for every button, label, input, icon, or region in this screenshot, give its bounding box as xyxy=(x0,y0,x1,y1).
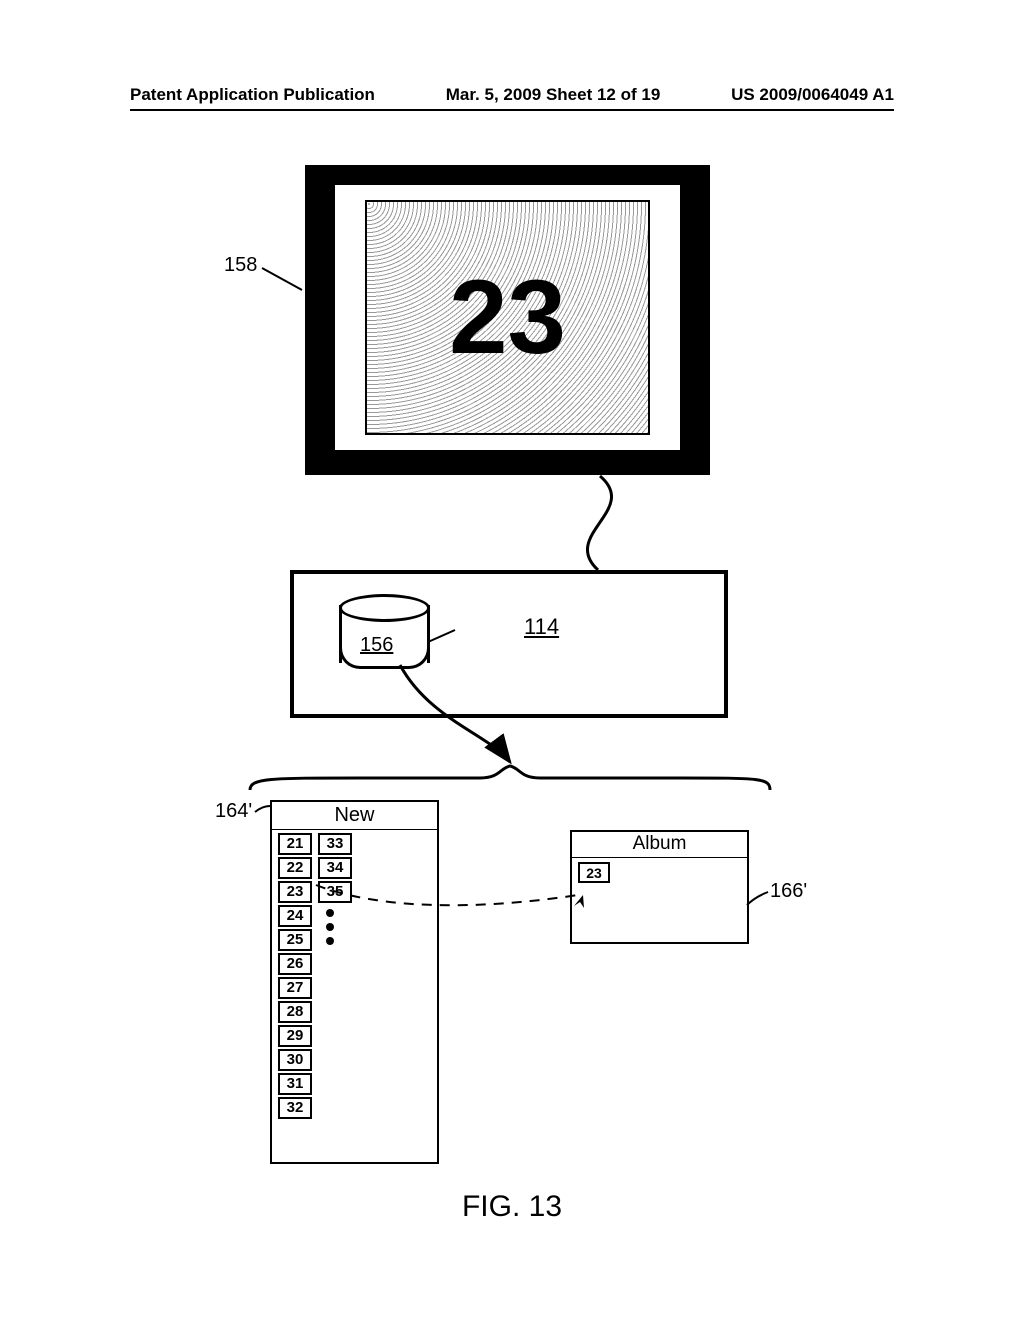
header-right: US 2009/0064049 A1 xyxy=(731,85,894,105)
dot-icon xyxy=(326,909,334,917)
thumb: 29 xyxy=(278,1025,312,1047)
ref-114: 114 xyxy=(524,614,559,640)
new-thumb-cols: 21 22 23 24 25 26 27 28 29 30 31 32 33 3… xyxy=(272,830,437,1122)
thumb: 25 xyxy=(278,929,312,951)
thumb: 33 xyxy=(318,833,352,855)
dot-icon xyxy=(326,937,334,945)
ellipsis-dots xyxy=(326,909,352,945)
monitor-screen: 23 xyxy=(365,200,650,435)
thumb: 30 xyxy=(278,1049,312,1071)
album-box: Album 23 xyxy=(570,830,749,944)
figure-label: FIG. 13 xyxy=(0,1190,1024,1224)
new-col-1: 21 22 23 24 25 26 27 28 29 30 31 32 xyxy=(278,833,312,1119)
thumb: 23 xyxy=(278,881,312,903)
thumb: 31 xyxy=(278,1073,312,1095)
monitor-inner: 23 xyxy=(335,185,680,450)
thumb: 22 xyxy=(278,857,312,879)
header-mid: Mar. 5, 2009 Sheet 12 of 19 xyxy=(446,85,661,105)
ref-164: 164' xyxy=(215,800,252,823)
thumb: 35 xyxy=(318,881,352,903)
thumb: 32 xyxy=(278,1097,312,1119)
computer-box: 156 114 xyxy=(290,570,728,718)
thumb: 21 xyxy=(278,833,312,855)
new-col-2: 33 34 35 xyxy=(318,833,352,1119)
header: Patent Application Publication Mar. 5, 2… xyxy=(130,85,894,111)
ref-166: 166' xyxy=(770,880,807,903)
thumb: 24 xyxy=(278,905,312,927)
monitor-frame: 23 xyxy=(305,165,710,475)
displayed-number: 23 xyxy=(449,258,566,378)
album-title: Album xyxy=(572,832,747,858)
album-content: 23 xyxy=(572,858,747,887)
ref-158: 158 xyxy=(224,254,257,277)
ref-156: 156 xyxy=(360,634,393,657)
thumb: 28 xyxy=(278,1001,312,1023)
thumb: 27 xyxy=(278,977,312,999)
header-left: Patent Application Publication xyxy=(130,85,375,105)
new-box: New 21 22 23 24 25 26 27 28 29 30 31 32 … xyxy=(270,800,439,1164)
thumb: 26 xyxy=(278,953,312,975)
thumb: 34 xyxy=(318,857,352,879)
new-title: New xyxy=(272,802,437,830)
dot-icon xyxy=(326,923,334,931)
page: Patent Application Publication Mar. 5, 2… xyxy=(0,0,1024,1320)
album-thumb: 23 xyxy=(578,862,610,883)
database-icon xyxy=(339,594,424,669)
